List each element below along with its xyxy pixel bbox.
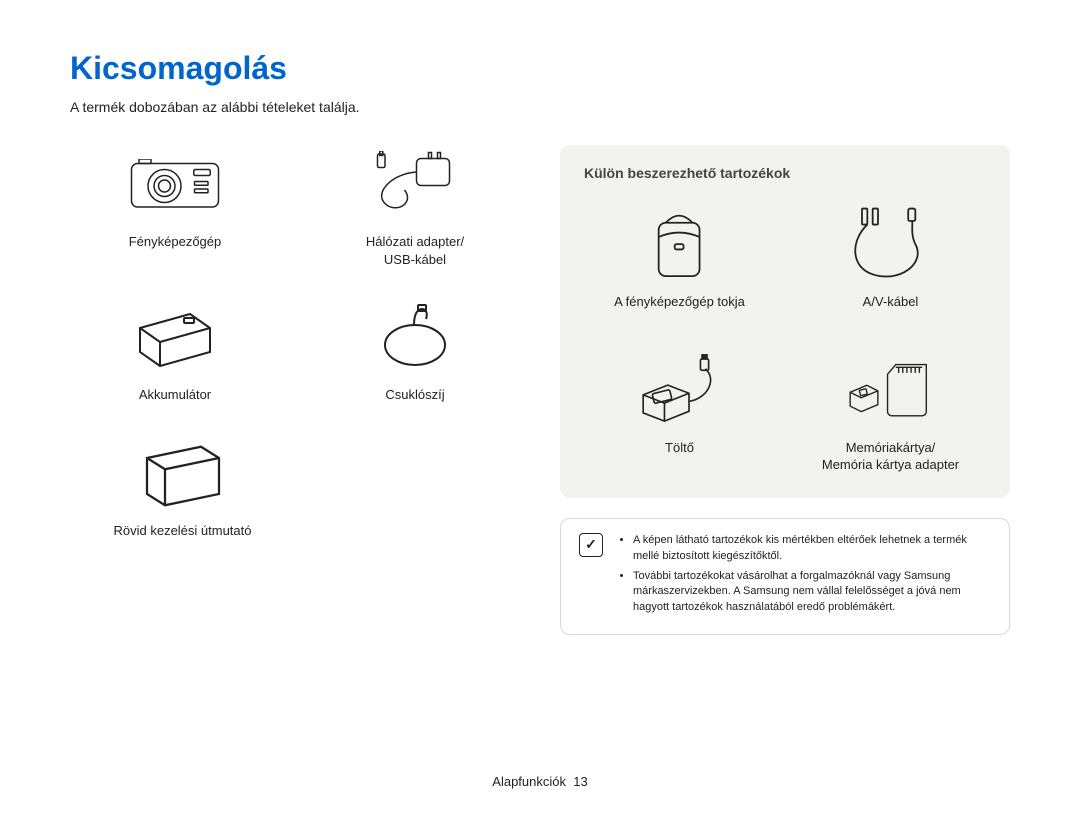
opt-memory-label: Memóriakártya/ Memória kártya adapter	[822, 439, 959, 474]
item-camera: Fényképezőgép	[70, 145, 280, 268]
note-item-2: További tartozékokat vásárolhat a forgal…	[633, 569, 991, 617]
optional-panel-title: Külön beszerezhető tartozékok	[584, 165, 986, 181]
camera-icon	[130, 145, 220, 225]
footer-section: Alapfunkciók	[492, 774, 566, 789]
battery-icon	[130, 298, 220, 378]
item-strap: Csuklószíj	[310, 298, 520, 404]
adapter-icon	[370, 145, 460, 225]
optional-accessories-panel: Külön beszerezhető tartozékok A f	[560, 145, 1010, 498]
strap-icon	[370, 298, 460, 378]
item-adapter: Hálózati adapter/ USB-kábel	[310, 145, 520, 268]
notes-box: ✓ A képen látható tartozékok kis mértékb…	[560, 518, 1010, 636]
case-icon	[635, 205, 725, 285]
note-icon: ✓	[579, 533, 603, 557]
opt-charger-label: Töltő	[665, 439, 694, 457]
memory-icon	[846, 351, 936, 431]
item-guide-label: Rövid kezelési útmutató	[113, 522, 251, 540]
page-title: Kicsomagolás	[70, 50, 1010, 87]
opt-memory: Memóriakártya/ Memória kártya adapter	[795, 351, 986, 474]
page-subtitle: A termék dobozában az alábbi tételeket t…	[70, 99, 1010, 115]
opt-charger: Töltő	[584, 351, 775, 474]
page-footer: Alapfunkciók 13	[0, 774, 1080, 789]
footer-page: 13	[573, 774, 587, 789]
charger-icon	[635, 351, 725, 431]
box-contents: Fényképezőgép Hálózati adapter/ USB-kábe	[70, 145, 520, 635]
note-item-1: A képen látható tartozékok kis mértékben…	[633, 533, 991, 565]
item-battery-label: Akkumulátor	[139, 386, 211, 404]
opt-case-label: A fényképezőgép tokja	[614, 293, 745, 311]
item-camera-label: Fényképezőgép	[129, 233, 222, 251]
guide-icon	[138, 434, 228, 514]
opt-avcable-label: A/V-kábel	[863, 293, 919, 311]
opt-avcable: A/V-kábel	[795, 205, 986, 311]
item-guide: Rövid kezelési útmutató	[70, 434, 295, 540]
item-strap-label: Csuklószíj	[385, 386, 444, 404]
avcable-icon	[846, 205, 936, 285]
notes-list: A képen látható tartozékok kis mértékben…	[615, 533, 991, 621]
item-adapter-label: Hálózati adapter/ USB-kábel	[366, 233, 464, 268]
item-battery: Akkumulátor	[70, 298, 280, 404]
opt-case: A fényképezőgép tokja	[584, 205, 775, 311]
